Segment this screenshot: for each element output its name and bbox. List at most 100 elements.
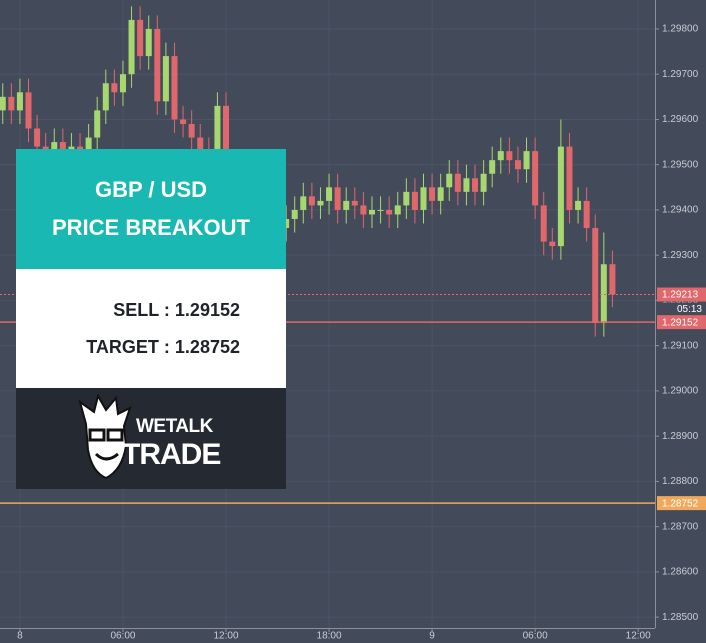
candle-body <box>291 209 298 219</box>
candle-body <box>8 96 15 111</box>
x-tick-label: 18:00 <box>317 631 342 642</box>
candle-body <box>102 83 109 111</box>
x-tick-label: 9 <box>429 631 435 642</box>
candle-body <box>454 173 461 192</box>
candle-body <box>360 205 367 215</box>
candle-body <box>16 92 23 111</box>
candle-body <box>446 173 453 188</box>
candle-body <box>609 264 616 295</box>
candle-body <box>532 151 539 206</box>
candle-body <box>128 19 135 75</box>
candle-body <box>592 228 599 324</box>
candle-body <box>540 205 547 242</box>
candle-body <box>472 178 479 192</box>
candle-body <box>34 128 41 147</box>
y-tick-label: 1.29800 <box>662 24 699 35</box>
price-label: 1.29152 <box>662 317 699 328</box>
candle-body <box>429 187 436 201</box>
candle-body <box>162 56 169 102</box>
logo-bottom: TRADE <box>122 438 221 471</box>
card-logo: WETALK TRADE <box>16 388 286 489</box>
candle-body <box>411 191 418 210</box>
x-tick-label: 06:00 <box>523 631 548 642</box>
y-tick-label: 1.28600 <box>662 567 699 578</box>
sell-text: SELL : 1.29152 <box>113 299 240 320</box>
price-label: 1.28752 <box>662 498 699 509</box>
y-tick-label: 1.29500 <box>662 159 699 170</box>
candle-body <box>437 187 444 201</box>
candle-body <box>489 160 496 174</box>
candle-body <box>497 151 504 161</box>
card-body: SELL : 1.29152 TARGET : 1.28752 <box>16 269 286 388</box>
candle-body <box>386 209 393 215</box>
candle-body <box>523 151 530 170</box>
candle-body <box>137 19 144 57</box>
candle-body <box>300 196 307 210</box>
y-tick-label: 1.29600 <box>662 114 699 125</box>
card-header: GBP / USD PRICE BREAKOUT <box>16 149 286 269</box>
card-title: GBP / USD <box>94 177 208 202</box>
logo-top: WETALK <box>136 416 213 437</box>
candle-body <box>25 92 32 129</box>
candle-body <box>197 137 204 152</box>
logo-face <box>78 394 132 480</box>
countdown: 05:13 <box>677 304 702 315</box>
candle-body <box>600 264 607 324</box>
candle-body <box>557 146 564 247</box>
candle-body <box>111 83 118 93</box>
candle-body <box>145 28 152 57</box>
y-tick-label: 1.28800 <box>662 476 699 487</box>
x-tick-label: 8 <box>17 631 23 642</box>
candle-body <box>351 200 358 206</box>
y-tick-label: 1.29400 <box>662 205 699 216</box>
countdown-bg <box>657 302 706 317</box>
x-tick-label: 06:00 <box>110 631 135 642</box>
candle-body <box>463 178 470 192</box>
candle-body <box>549 241 556 247</box>
candle-body <box>326 187 333 201</box>
signal-card: GBP / USD PRICE BREAKOUT SELL : 1.29152 … <box>16 149 286 489</box>
x-tick-label: 12:00 <box>213 631 238 642</box>
price-label-bg <box>657 315 706 330</box>
y-tick-label: 1.29700 <box>662 69 699 80</box>
candle-body <box>214 105 221 165</box>
y-tick-label: 1.28500 <box>662 612 699 623</box>
x-tick-label: 12:00 <box>626 631 651 642</box>
candle-body <box>188 123 195 138</box>
candle-body <box>119 74 126 93</box>
price-label: 1.29213 <box>662 290 699 301</box>
card-subtitle: PRICE BREAKOUT <box>51 215 250 240</box>
candle-body <box>368 209 375 215</box>
candle-body <box>377 209 384 211</box>
candle-body <box>180 119 187 124</box>
y-tick-label: 1.28900 <box>662 431 699 442</box>
candle-body <box>506 151 513 161</box>
candle-body <box>566 146 573 210</box>
candle-body <box>583 200 590 229</box>
candle-body <box>308 196 315 206</box>
candle-body <box>343 200 350 210</box>
candle-body <box>403 191 410 206</box>
candle-body <box>94 110 101 138</box>
candle-body <box>283 218 290 229</box>
candle-body <box>317 200 324 206</box>
price-label-bg <box>657 287 706 302</box>
target-text: TARGET : 1.28752 <box>86 336 240 357</box>
price-label-bg <box>657 496 706 511</box>
axis: 1.28500 1.28600 1.28700 1.28800 1.28900 1.290… <box>17 24 706 642</box>
candle-body <box>171 56 178 120</box>
candle-body <box>514 160 521 170</box>
y-tick-label: 1.28700 <box>662 521 699 532</box>
candle-body <box>480 173 487 192</box>
candle-body <box>394 205 401 215</box>
candle-body <box>154 28 161 102</box>
candle-body <box>420 187 427 210</box>
candle-body <box>222 105 230 174</box>
y-tick-label: 1.29000 <box>662 386 699 397</box>
candle-body <box>0 96 6 111</box>
candle-body <box>575 200 582 210</box>
candle-body <box>334 187 341 210</box>
y-tick-label: 1.29300 <box>662 250 699 261</box>
